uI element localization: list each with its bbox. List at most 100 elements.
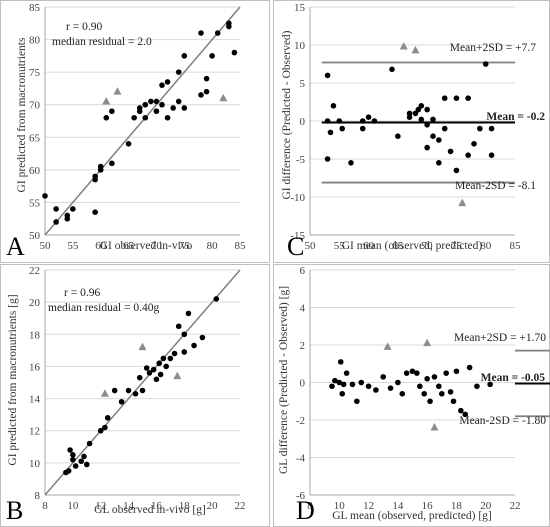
panel-b-x-tick-label: 8 [42, 500, 48, 512]
panel-a-data-point [153, 98, 160, 105]
panel-d-data-point [403, 370, 410, 376]
panel-a-data-point [159, 101, 165, 108]
panel-c-data-point [327, 129, 334, 136]
panel-c-x-tick-label: 60 [363, 240, 375, 252]
panel-b-data-point [139, 387, 146, 394]
panel-c-data-point [418, 116, 425, 123]
panel-b-median-residual: median residual = 0.40g [48, 302, 159, 314]
panel-d-x-tick-label: 8 [307, 500, 313, 512]
panel-b-plot: 8 10 12 14 16 18 20 22 8 10 12 14 16 18 20 22 [29, 265, 246, 512]
panel-a-data-point [164, 114, 171, 121]
panel-c-upper-label: Mean+2SD = +7.7 [450, 42, 536, 54]
panel-b-data-point [118, 398, 125, 405]
panel-d-y-axis-title: GL difference (Predicted - Observed) [g] [278, 286, 290, 474]
panel-b-identity-line [44, 269, 241, 496]
panel-d-data-point [329, 383, 335, 390]
panel-a-y-tick-label: 60 [29, 165, 41, 177]
panel-d-data-point [339, 390, 346, 397]
panel-d-data-point [487, 381, 493, 388]
panel-a-data-point [70, 206, 76, 212]
panel-a-x-tick-label: 55 [67, 240, 79, 252]
panel-a-data-point [109, 108, 115, 115]
panel-c-data-point [453, 167, 460, 174]
panel-d-data-point [436, 383, 442, 390]
panel-a-y-tick-label: 85 [29, 2, 41, 14]
panel-a-data-point [142, 101, 149, 108]
panel-a-data-point [103, 114, 110, 121]
panel-a-x-tick-label: 65 [123, 240, 135, 252]
panel-a-data-point [97, 163, 104, 170]
panel-c-data-point [447, 148, 454, 155]
panel-c-data-point [436, 160, 442, 166]
panel-c-outlier-triangle [399, 42, 408, 50]
panel-b-data-point [175, 323, 182, 330]
panel-a-x-tick-label: 75 [179, 240, 191, 252]
panel-b-data-point [167, 355, 174, 362]
panel-d-data-point [349, 381, 356, 388]
panel-c-data-point [424, 122, 430, 128]
panel-b-data-point [97, 427, 104, 434]
panel-d: 8 10 12 14 16 18 20 22 -6 -4 -2 0 2 4 6 Mean+2SD = +1.… [273, 264, 550, 527]
panel-a-data-point [131, 114, 137, 121]
panel-d-data-point [354, 398, 360, 405]
panel-a-data-point [203, 75, 210, 82]
panel-c-outlier-triangle [411, 45, 420, 54]
panel-d-data-point [387, 385, 394, 391]
panel-b-x-tick-label: 16 [151, 500, 163, 512]
panel-b-data-point [111, 387, 118, 394]
panel-b-data-point [70, 456, 76, 463]
panel-d-data-point [462, 411, 469, 418]
panel-b-data-point [65, 468, 72, 474]
panel-d-x-tick-label: 18 [451, 500, 463, 512]
panel-d-mean-label: Mean = -0.05 [481, 372, 546, 384]
panel-b-data-point [125, 387, 132, 394]
panel-a-y-tick-label: 80 [29, 35, 41, 47]
panel-a-data-point [198, 30, 204, 36]
panel-c-data-point [412, 110, 419, 117]
panel-a-letter: A [6, 232, 25, 261]
panel-d-x-tick-label: 16 [422, 500, 434, 512]
panel-a-data-point [214, 30, 221, 36]
panel-a-outlier-triangle [219, 93, 228, 102]
panel-a-data-point [198, 92, 204, 98]
panel-d-data-point [453, 368, 460, 375]
panel-a-data-point [92, 173, 98, 180]
panel-a-y-tick-label: 50 [29, 230, 41, 242]
panel-a-x-tick-label: 80 [207, 240, 219, 252]
panel-c-x-tick-label: 50 [305, 240, 317, 252]
panel-c-data-point [430, 116, 436, 123]
panel-c-data-point [415, 106, 422, 113]
panel-c-data-point [365, 114, 372, 120]
panel-b-data-point [156, 360, 163, 367]
panel-b-outlier-triangle [138, 342, 147, 351]
panel-a-y-tick-label: 75 [29, 67, 41, 79]
panel-b-x-tick-label: 20 [207, 500, 219, 512]
panel-d-y-tick-label: -4 [296, 453, 306, 465]
panel-d-frame [273, 264, 550, 527]
panel-b-x-tick-label: 18 [179, 500, 191, 512]
panel-b-y-tick-label: 22 [29, 265, 40, 277]
panel-d-data-point [431, 374, 438, 380]
panel-c-data-point [477, 125, 483, 132]
panel-c-x-tick-label: 55 [334, 240, 346, 252]
panel-c-data-point [441, 95, 448, 101]
panel-d-outlier-triangle [383, 342, 392, 350]
panel-d-y-tick-label: 0 [300, 378, 306, 390]
panel-c-data-point [371, 118, 378, 124]
panel-c-frame [273, 0, 550, 263]
panel-d-letter: D [296, 496, 315, 525]
panel-b-y-tick-label: 20 [29, 297, 41, 309]
panel-c-x-tick-label: 85 [510, 240, 522, 252]
panel-a-outlier-triangle [102, 96, 111, 105]
panel-c-x-tick-label: 75 [451, 240, 463, 252]
panel-b-data-point [132, 390, 139, 397]
panel-c-data-point [348, 160, 354, 166]
panel-b-data-point [163, 363, 169, 370]
panel-d-data-point [414, 370, 420, 376]
panel-d-data-point [358, 379, 365, 386]
panel-c-y-tick-label: -10 [290, 192, 305, 204]
panel-c: 50 55 60 65 70 75 80 85 -15 -10 -5 0 5 10 15 Mean+2SD … [273, 0, 550, 263]
panel-a-data-point [109, 160, 115, 167]
panel-b-data-point [83, 461, 90, 468]
panel-d-data-point [395, 379, 401, 386]
